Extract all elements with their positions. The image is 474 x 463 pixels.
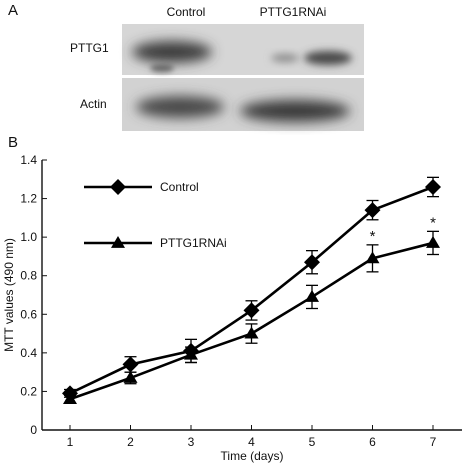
x-tick-label-2: 3 [188, 435, 195, 449]
data-point-pttg1rnai-4 [305, 289, 319, 302]
x-axis-label: Time (days) [221, 449, 284, 463]
pttg1-band-control-lower [150, 64, 174, 72]
series-line-pttg1rnai [69, 241, 434, 401]
panel-b-letter: B [8, 134, 19, 151]
data-point-pttg1rnai-0 [63, 392, 77, 405]
pttg1-band-rnai [304, 51, 352, 65]
data-point-control-3 [243, 302, 260, 319]
data-point-control-5 [364, 202, 381, 219]
legend-marker-pttg1rnai [111, 236, 125, 248]
y-tick-label-4: 0.8 [20, 269, 37, 283]
actin-band-control [136, 96, 224, 118]
chart-axes: 0 0.2 0.4 0.6 0.8 1.0 1.2 1.4 1 2 3 4 5 6 7 Time (days)… [2, 153, 462, 463]
chart-legend: Control PTTG1RNAi [84, 179, 227, 250]
y-tick-label-1: 0.2 [20, 384, 37, 398]
y-tick-label-7: 1.4 [20, 153, 37, 167]
legend-label-pttg1rnai: PTTG1RNAi [160, 236, 227, 250]
data-point-control-1 [122, 356, 139, 373]
legend-marker-control [110, 179, 126, 195]
mtt-line-chart: 0 0.2 0.4 0.6 0.8 1.0 1.2 1.4 1 2 3 4 5 6 7 Time (days)… [2, 153, 462, 463]
series-line-control [69, 185, 434, 395]
data-point-pttg1rnai-5 [365, 251, 380, 264]
x-tick-label-5: 6 [369, 435, 376, 449]
y-tick-label-0: 0 [30, 423, 37, 437]
data-point-pttg1rnai-2 [184, 347, 198, 360]
data-point-control-4 [304, 254, 320, 271]
data-point-pttg1rnai-6 [426, 235, 440, 248]
actin-band-rnai [240, 100, 350, 122]
x-tick-label-6: 7 [430, 435, 437, 449]
data-point-control-6 [425, 179, 441, 195]
y-tick-label-3: 0.6 [20, 307, 37, 321]
pttg1-band-control [132, 41, 212, 63]
y-tick-label-2: 0.4 [20, 346, 37, 360]
data-point-pttg1rnai-3 [244, 326, 259, 339]
x-tick-label-1: 2 [127, 435, 134, 449]
significance-marker-1: * [430, 214, 436, 231]
y-tick-label-6: 1.2 [20, 192, 37, 206]
x-tick-label-3: 4 [248, 435, 255, 449]
row-label-pttg1: PTTG1 [70, 41, 109, 55]
data-point-pttg1rnai-1 [123, 370, 138, 383]
lane-label-control: Control [167, 5, 206, 19]
row-label-actin: Actin [80, 97, 107, 111]
lane-label-pttg1rnai: PTTG1RNAi [260, 5, 327, 19]
x-tick-label-0: 1 [67, 435, 74, 449]
y-tick-label-5: 1.0 [20, 230, 37, 244]
legend-label-control: Control [160, 180, 199, 194]
pttg1-band-rnai-faint [271, 54, 299, 62]
chart-marks: ** [62, 176, 441, 405]
significance-marker-0: * [370, 228, 376, 245]
panel-a-letter: A [8, 2, 19, 19]
western-blot: Control PTTG1RNAi PTTG1 Actin [70, 5, 364, 131]
y-axis-label: MTT values (490 nm) [2, 238, 16, 352]
x-tick-label-4: 5 [309, 435, 316, 449]
